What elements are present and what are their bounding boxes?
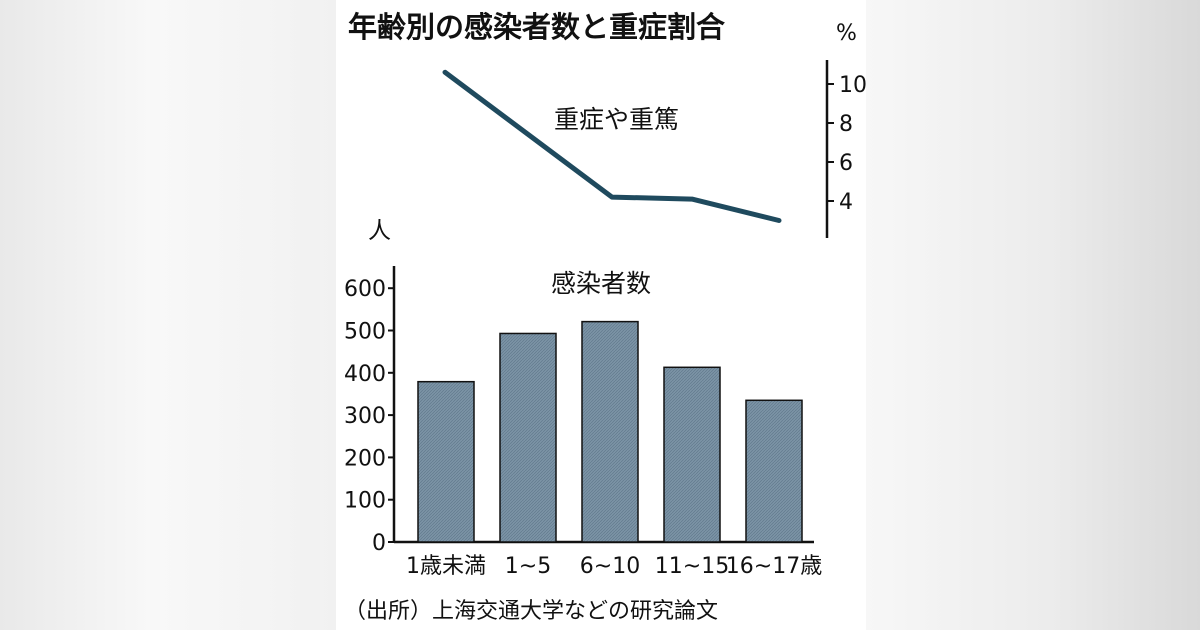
left-background [0, 0, 336, 630]
bar-category-label: 11~15 [655, 554, 729, 579]
source-note: （出所）上海交通大学などの研究論文 [344, 599, 718, 624]
bar-category-label: 1~5 [505, 554, 551, 579]
bar-category-label: 1歳未満 [406, 554, 486, 579]
chart-canvas: 年齢別の感染者数と重症割合 % 10 8 6 4 重症や重篤 人 600 500 400 3… [344, 10, 866, 624]
line-series-severe [442, 69, 782, 223]
line-chart: % 10 8 6 4 重症や重篤 [442, 21, 866, 238]
line-series-label: 重症や重篤 [554, 105, 679, 134]
line-ytick-label: 8 [839, 112, 853, 137]
right-background [866, 0, 1200, 630]
bar-ytick-label: 100 [344, 489, 386, 514]
bar-ytick-label: 500 [344, 320, 386, 345]
bar-3 [581, 320, 639, 543]
line-ytick-label: 10 [839, 73, 866, 98]
chart-title: 年齢別の感染者数と重症割合 [348, 10, 725, 44]
bar-ytick-label: 200 [344, 446, 386, 471]
bar-1 [417, 380, 475, 543]
line-unit-label: % [836, 21, 857, 46]
bar-ytick-label: 0 [372, 531, 386, 556]
bar-4 [663, 366, 721, 543]
bar-chart: 人 600 500 400 300 200 100 0 1歳未満 1~5 6~10 11~1516… [344, 218, 822, 579]
bar-2 [499, 332, 557, 543]
bar-ytick-label: 600 [344, 277, 386, 302]
bar-category-label: 16~17歳 [726, 554, 822, 579]
bar-unit-label: 人 [368, 218, 391, 244]
chart-panel: 年齢別の感染者数と重症割合 % 10 8 6 4 重症や重篤 人 600 500 400 3… [336, 0, 866, 630]
bar-category-label: 6~10 [580, 554, 640, 579]
line-ytick-label: 4 [839, 190, 853, 215]
bar-ytick-label: 400 [344, 362, 386, 387]
bar-series-label: 感染者数 [551, 269, 651, 298]
line-ytick-label: 6 [839, 151, 853, 176]
bar-5 [745, 399, 803, 543]
bar-ytick-label: 300 [344, 404, 386, 429]
